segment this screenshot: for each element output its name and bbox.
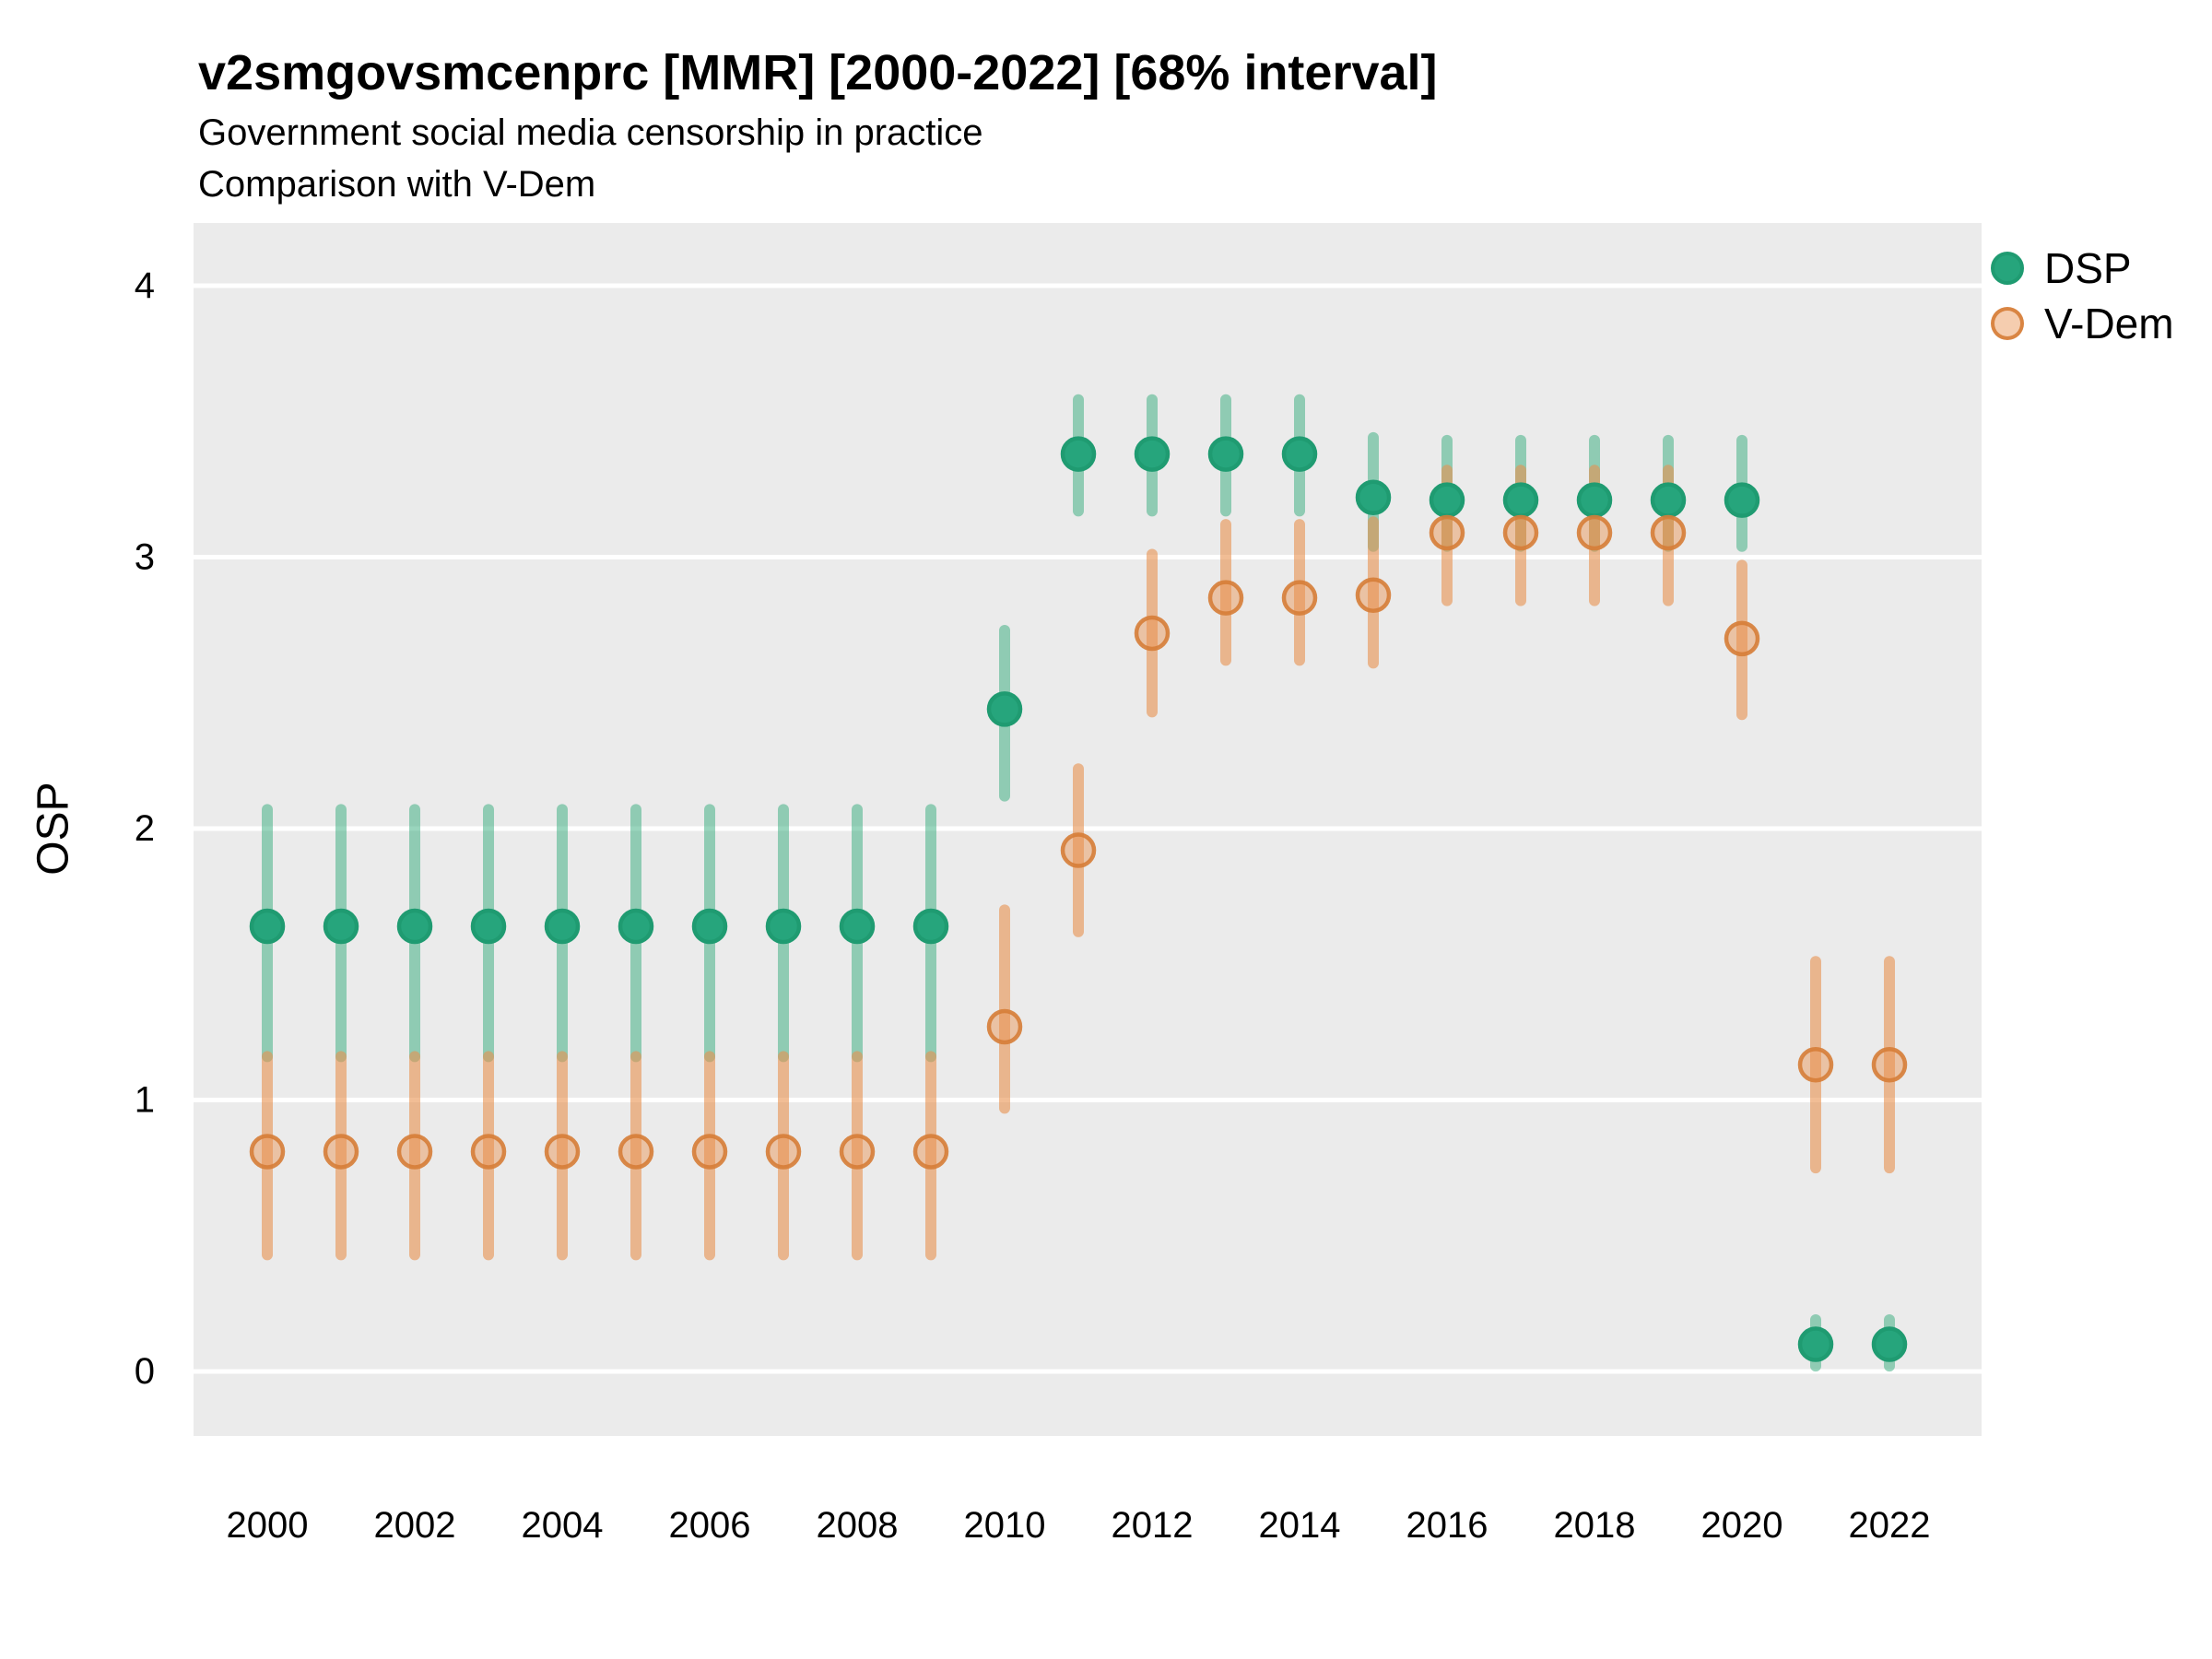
dsp-point-2015: [1355, 479, 1392, 515]
x-tick-label-2016: 2016: [1406, 1505, 1488, 1546]
vdem-point-2005: [618, 1134, 654, 1170]
y-tick-label-0: 0: [135, 1351, 155, 1392]
x-tick-label-2006: 2006: [669, 1505, 751, 1546]
dsp-point-2021: [1797, 1326, 1834, 1362]
chart-subtitle-2: Comparison with V-Dem: [198, 164, 596, 205]
vdem-point-2022: [1871, 1046, 1908, 1083]
vdem-point-2008: [839, 1134, 876, 1170]
dsp-point-2019: [1650, 482, 1687, 518]
dsp-point-2013: [1207, 436, 1244, 472]
chart-title: v2smgovsmcenprc [MMR] [2000-2022] [68% i…: [198, 45, 1438, 100]
dsp-point-2004: [544, 908, 581, 945]
dsp-point-2002: [396, 908, 433, 945]
vdem-point-2004: [544, 1134, 581, 1170]
dsp-point-2014: [1281, 436, 1318, 472]
dsp-point-2017: [1502, 482, 1539, 518]
dsp-legend-swatch-icon: [1991, 252, 2024, 285]
x-tick-label-2008: 2008: [817, 1505, 899, 1546]
y-tick-label-3: 3: [135, 537, 155, 578]
vdem-point-2012: [1134, 615, 1171, 652]
dsp-point-2001: [323, 908, 359, 945]
vdem-point-2021: [1797, 1046, 1834, 1083]
dsp-point-2020: [1724, 482, 1760, 518]
vdem-legend-swatch-icon: [1991, 307, 2024, 340]
vdem-point-2019: [1650, 514, 1687, 551]
x-tick-label-2022: 2022: [1849, 1505, 1931, 1546]
dsp-point-2006: [691, 908, 728, 945]
dsp-point-2009: [912, 908, 949, 945]
dsp-point-2008: [839, 908, 876, 945]
x-tick-label-2004: 2004: [522, 1505, 604, 1546]
x-tick-label-2012: 2012: [1112, 1505, 1194, 1546]
vdem-point-2011: [1060, 832, 1097, 868]
y-axis-title: OSP: [29, 782, 78, 875]
x-tick-label-2002: 2002: [374, 1505, 456, 1546]
vdem-point-2000: [249, 1134, 286, 1170]
vdem-point-2018: [1576, 514, 1613, 551]
dsp-point-2012: [1134, 436, 1171, 472]
chart-subtitle-1: Government social media censorship in pr…: [198, 112, 983, 153]
x-tick-label-2020: 2020: [1701, 1505, 1783, 1546]
vdem-point-2009: [912, 1134, 949, 1170]
dsp-point-2005: [618, 908, 654, 945]
vdem-point-2002: [396, 1134, 433, 1170]
dsp-point-2016: [1429, 482, 1465, 518]
vdem-point-2014: [1281, 580, 1318, 616]
vdem-point-2015: [1355, 577, 1392, 613]
dsp-point-2018: [1576, 482, 1613, 518]
vdem-point-2007: [765, 1134, 802, 1170]
legend: DSP V-Dem: [1991, 247, 2174, 345]
legend-item-vdem: V-Dem: [1991, 302, 2174, 345]
dsp-point-2007: [765, 908, 802, 945]
x-tick-label-2014: 2014: [1259, 1505, 1341, 1546]
vdem-point-2017: [1502, 514, 1539, 551]
dsp-point-2010: [986, 691, 1023, 727]
vdem-point-2010: [986, 1008, 1023, 1045]
vdem-point-2016: [1429, 514, 1465, 551]
legend-label-dsp: DSP: [2044, 244, 2132, 292]
y-tick-label-4: 4: [135, 265, 155, 306]
vdem-point-2003: [470, 1134, 507, 1170]
x-tick-label-2018: 2018: [1554, 1505, 1636, 1546]
x-tick-label-2010: 2010: [964, 1505, 1046, 1546]
vdem-point-2013: [1207, 580, 1244, 616]
dsp-point-2022: [1871, 1326, 1908, 1362]
x-tick-label-2000: 2000: [227, 1505, 309, 1546]
vdem-point-2020: [1724, 620, 1760, 657]
dsp-point-2000: [249, 908, 286, 945]
vdem-point-2001: [323, 1134, 359, 1170]
y-tick-label-1: 1: [135, 1080, 155, 1121]
dsp-point-2011: [1060, 436, 1097, 472]
legend-item-dsp: DSP: [1991, 247, 2174, 289]
vdem-point-2006: [691, 1134, 728, 1170]
legend-label-vdem: V-Dem: [2044, 300, 2174, 347]
y-tick-label-2: 2: [135, 808, 155, 849]
dsp-point-2003: [470, 908, 507, 945]
